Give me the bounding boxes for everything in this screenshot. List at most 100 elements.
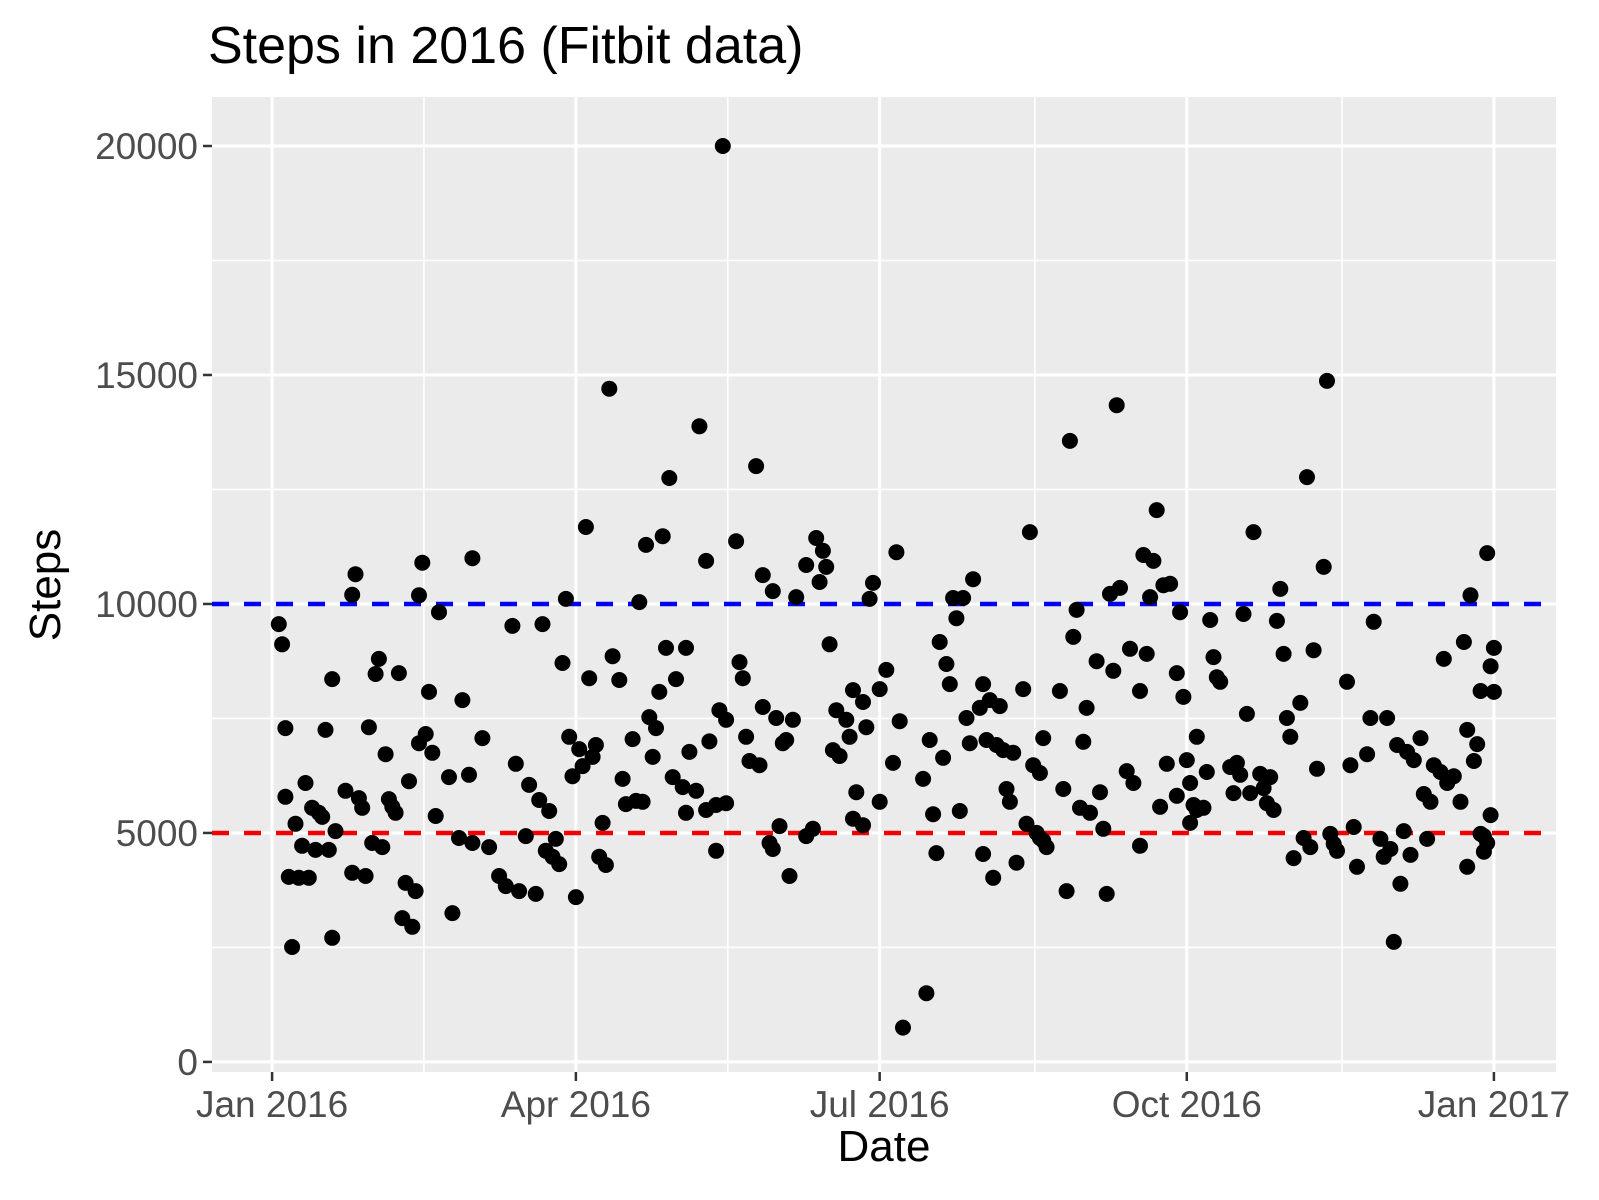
data-point [547, 830, 564, 847]
x-axis-tick-labels: Jan 2016 Apr 2016 Jul 2016 Oct 2016 Jan 2017 [196, 1084, 1570, 1125]
data-point [1188, 728, 1205, 745]
data-point [1235, 606, 1252, 622]
data-point [1082, 804, 1098, 821]
data-point [1272, 580, 1289, 597]
data-point [441, 769, 457, 786]
data-point [1055, 781, 1072, 797]
data-point [1178, 752, 1195, 769]
data-point [768, 710, 785, 726]
data-point [1342, 757, 1359, 774]
data-point [1195, 799, 1212, 816]
data-point [941, 676, 958, 693]
data-point [991, 698, 1008, 715]
data-point [1315, 558, 1332, 575]
data-point [1452, 793, 1469, 810]
data-point [1345, 819, 1362, 835]
data-point [294, 837, 311, 854]
data-point [688, 782, 705, 799]
data-point [1065, 628, 1082, 645]
data-point [297, 775, 314, 791]
data-point [915, 770, 932, 787]
data-point [1309, 760, 1325, 777]
data-point [534, 616, 551, 633]
data-point [928, 845, 945, 862]
data-point [317, 721, 334, 738]
data-point [998, 781, 1015, 797]
data-point [895, 1019, 911, 1036]
data-point [1212, 673, 1229, 690]
data-point [1282, 728, 1299, 745]
data-point [1075, 733, 1092, 750]
data-point [1172, 604, 1189, 621]
data-point [454, 692, 471, 709]
data-point [681, 743, 698, 760]
data-point [818, 558, 835, 575]
data-point [414, 554, 431, 571]
data-point [287, 815, 304, 832]
data-point [751, 757, 768, 774]
data-point [691, 418, 708, 435]
data-point [614, 770, 631, 787]
data-point [401, 773, 417, 790]
data-point [808, 530, 825, 546]
y-axis-title: Steps [21, 528, 70, 642]
data-point [1202, 612, 1219, 628]
data-point [955, 590, 972, 606]
data-point [1005, 744, 1022, 761]
data-point [557, 590, 574, 607]
x-tick-label: Oct 2016 [1112, 1084, 1262, 1125]
data-point [1362, 710, 1379, 726]
data-point [811, 574, 828, 590]
data-point [1285, 850, 1302, 867]
data-point [644, 748, 661, 765]
data-point [1485, 639, 1502, 656]
data-point [664, 769, 681, 786]
data-point [1138, 645, 1155, 662]
data-point [631, 594, 648, 611]
data-point [965, 571, 982, 588]
data-point [1305, 642, 1322, 659]
data-point [270, 616, 287, 633]
data-point [521, 776, 538, 793]
data-point [1162, 575, 1179, 592]
data-point [871, 681, 888, 698]
data-point [497, 878, 514, 895]
data-point [814, 542, 831, 559]
data-point [507, 755, 524, 772]
data-point [1485, 683, 1502, 700]
data-point [594, 814, 611, 831]
data-point [1479, 545, 1496, 562]
data-point [831, 748, 848, 764]
data-point [1225, 785, 1242, 802]
data-point [918, 985, 935, 1002]
data-point [871, 793, 888, 810]
data-point [678, 639, 694, 656]
data-point [1479, 835, 1496, 851]
data-point [714, 138, 731, 154]
data-point [648, 720, 664, 737]
data-point [611, 672, 628, 688]
data-point [567, 889, 584, 906]
data-point [975, 676, 992, 693]
data-point [360, 719, 377, 736]
data-point [1068, 601, 1085, 618]
data-point [370, 650, 387, 667]
data-point [1339, 673, 1355, 690]
data-point [781, 868, 798, 884]
data-point [938, 656, 955, 672]
data-point [925, 806, 942, 823]
data-point [1465, 753, 1482, 769]
data-point [728, 533, 745, 550]
data-point [464, 835, 481, 851]
data-point [1182, 814, 1199, 831]
data-point [1265, 802, 1282, 818]
data-point [855, 694, 871, 710]
data-point [1459, 721, 1476, 738]
data-point [1365, 613, 1382, 630]
data-point [1142, 589, 1159, 606]
data-point [848, 784, 865, 801]
data-point [638, 536, 654, 553]
data-point [804, 820, 821, 837]
data-point [798, 557, 815, 573]
